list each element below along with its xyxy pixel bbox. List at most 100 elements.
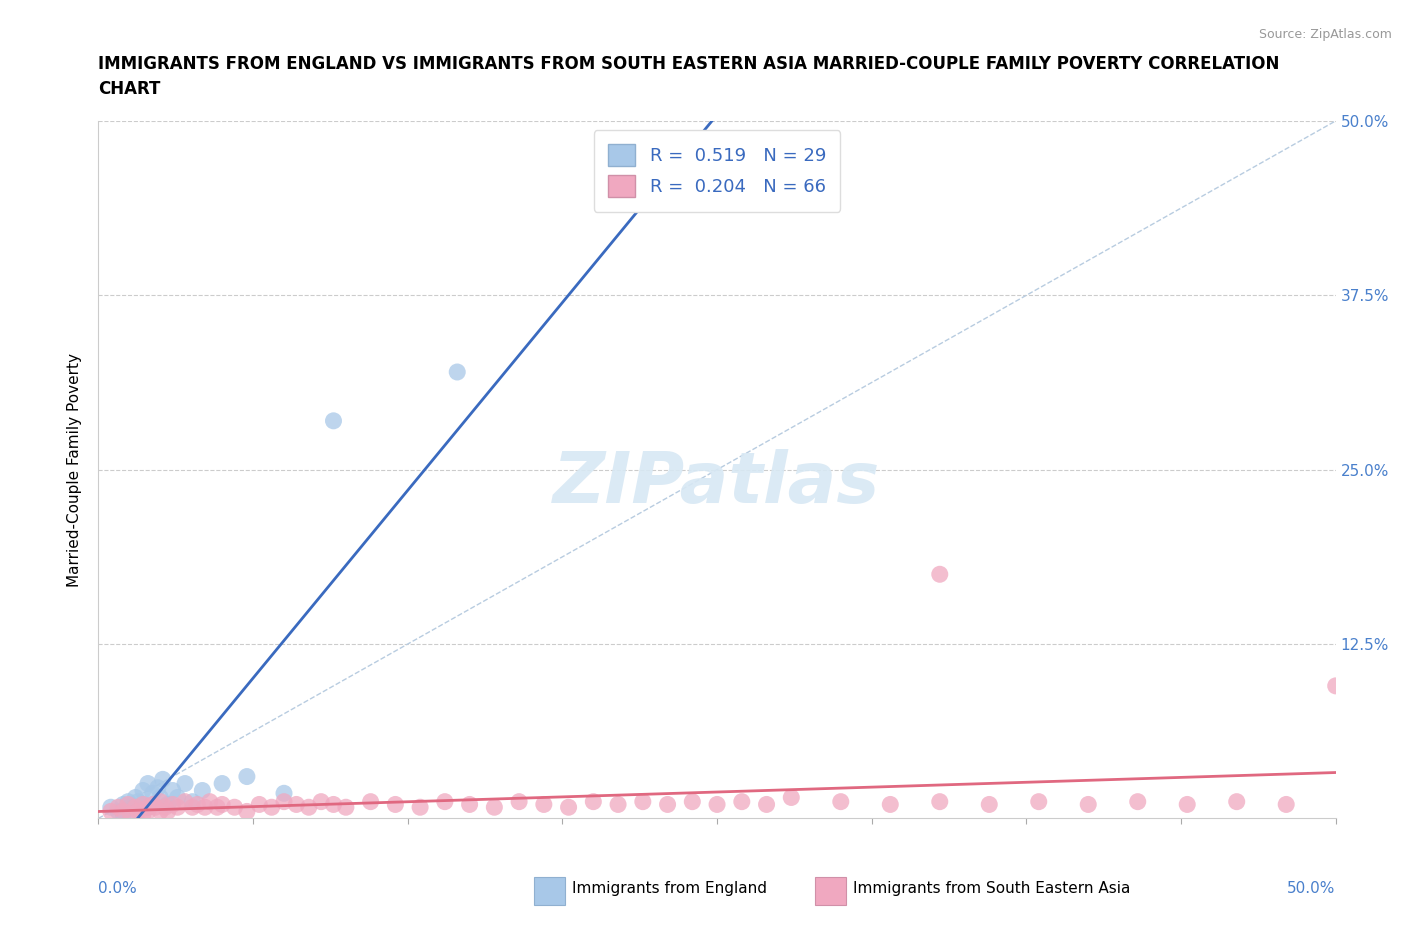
Point <box>211 797 233 812</box>
Point <box>132 783 155 798</box>
Point <box>322 797 344 812</box>
Text: ZIPatlas: ZIPatlas <box>554 449 880 518</box>
Legend: R =  0.519   N = 29, R =  0.204   N = 66: R = 0.519 N = 29, R = 0.204 N = 66 <box>593 130 841 212</box>
Point <box>731 794 754 809</box>
Point <box>928 567 950 582</box>
Point <box>143 800 166 815</box>
Point <box>136 776 159 790</box>
Point <box>1226 794 1249 809</box>
Point <box>360 794 382 809</box>
Point <box>107 800 129 815</box>
Point <box>100 800 122 815</box>
Text: Immigrants from England: Immigrants from England <box>572 881 768 896</box>
Point <box>132 797 155 812</box>
Point <box>508 794 530 809</box>
Point <box>830 794 852 809</box>
Point <box>107 804 129 819</box>
Point <box>273 794 295 809</box>
Point <box>181 794 204 809</box>
Point <box>120 800 142 815</box>
Point <box>152 772 174 787</box>
Point <box>132 807 155 822</box>
Point <box>1126 794 1149 809</box>
Point <box>755 797 778 812</box>
Point <box>879 797 901 812</box>
Point <box>181 800 204 815</box>
Point <box>142 797 165 812</box>
Point <box>156 797 179 812</box>
Point <box>298 800 321 815</box>
Point <box>191 783 214 798</box>
Text: Immigrants from South Eastern Asia: Immigrants from South Eastern Asia <box>853 881 1130 896</box>
Point <box>458 797 481 812</box>
Point <box>1077 797 1099 812</box>
Point <box>166 790 188 805</box>
Text: 0.0%: 0.0% <box>98 881 138 896</box>
Point <box>166 800 188 815</box>
Point <box>124 790 146 805</box>
Point <box>484 800 506 815</box>
Text: 50.0%: 50.0% <box>1288 881 1336 896</box>
Point <box>335 800 357 815</box>
Point <box>117 797 139 812</box>
Point <box>607 797 630 812</box>
Point <box>224 800 246 815</box>
Point <box>127 794 149 809</box>
Point <box>156 804 179 819</box>
Point <box>384 797 406 812</box>
Point <box>657 797 679 812</box>
Point <box>124 800 146 815</box>
Point <box>155 800 177 815</box>
Point <box>127 804 149 819</box>
Point <box>112 807 135 822</box>
Point <box>236 804 259 819</box>
Point <box>117 794 139 809</box>
Point <box>446 365 468 379</box>
Point <box>409 800 432 815</box>
Point <box>309 794 332 809</box>
Point <box>142 786 165 801</box>
Point <box>433 794 456 809</box>
Point <box>112 804 135 819</box>
Point <box>582 794 605 809</box>
Point <box>136 800 159 815</box>
Point <box>273 786 295 801</box>
Point <box>1175 797 1198 812</box>
Point <box>285 797 308 812</box>
Point <box>136 800 159 815</box>
Point <box>211 776 233 790</box>
Point <box>112 797 135 812</box>
Point <box>149 804 172 819</box>
Point <box>247 797 270 812</box>
Point <box>236 769 259 784</box>
Point <box>198 794 221 809</box>
Point <box>142 797 165 812</box>
Point <box>132 797 155 812</box>
Point <box>1324 679 1347 694</box>
Point <box>174 776 197 790</box>
Point <box>194 800 217 815</box>
Point <box>706 797 728 812</box>
Point <box>136 804 159 819</box>
Point <box>149 794 172 809</box>
Point <box>174 794 197 809</box>
Text: Source: ZipAtlas.com: Source: ZipAtlas.com <box>1258 28 1392 41</box>
Point <box>533 797 555 812</box>
Point <box>146 780 169 795</box>
Point <box>1275 797 1298 812</box>
Point <box>162 797 184 812</box>
Point <box>162 783 184 798</box>
Point <box>631 794 654 809</box>
Point <box>100 804 122 819</box>
Point <box>928 794 950 809</box>
Point <box>1028 794 1050 809</box>
Point <box>124 804 146 819</box>
Point <box>780 790 803 805</box>
Y-axis label: Married-Couple Family Poverty: Married-Couple Family Poverty <box>67 352 83 587</box>
Point <box>557 800 579 815</box>
Point <box>205 800 228 815</box>
Point <box>681 794 703 809</box>
Point <box>186 797 208 812</box>
Point <box>979 797 1001 812</box>
Point <box>149 790 172 805</box>
